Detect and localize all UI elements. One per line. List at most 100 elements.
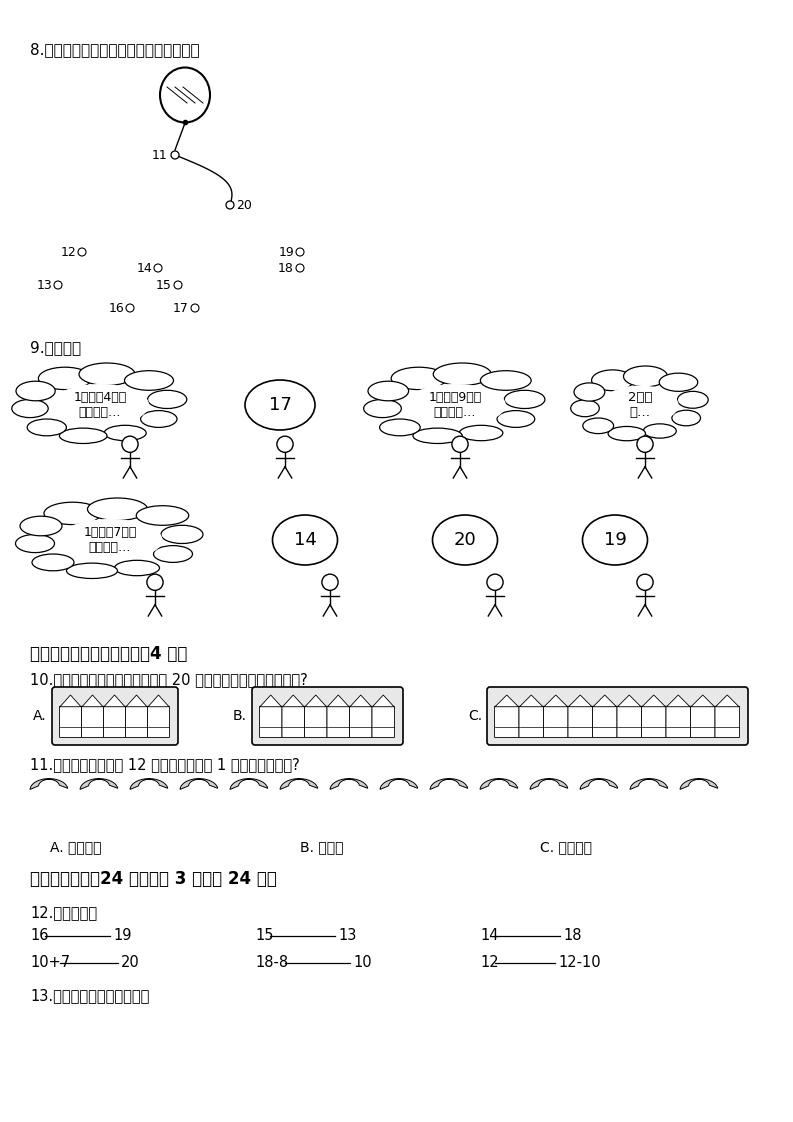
Polygon shape xyxy=(544,695,568,707)
Text: 三、请你选择合适的答案（4 分）: 三、请你选择合适的答案（4 分） xyxy=(30,645,187,663)
Polygon shape xyxy=(430,779,468,790)
FancyBboxPatch shape xyxy=(617,706,642,737)
Circle shape xyxy=(122,436,138,452)
Ellipse shape xyxy=(79,364,135,385)
Text: 17: 17 xyxy=(269,396,292,414)
FancyBboxPatch shape xyxy=(350,706,372,737)
Ellipse shape xyxy=(413,429,462,443)
FancyBboxPatch shape xyxy=(82,706,104,737)
Polygon shape xyxy=(495,695,519,707)
Ellipse shape xyxy=(59,429,107,443)
Ellipse shape xyxy=(147,390,187,408)
Polygon shape xyxy=(580,779,618,790)
Ellipse shape xyxy=(677,392,708,408)
Text: 14: 14 xyxy=(480,928,499,942)
Polygon shape xyxy=(373,695,394,707)
Polygon shape xyxy=(519,695,543,707)
Text: B. 不够分: B. 不够分 xyxy=(300,840,343,854)
Polygon shape xyxy=(350,695,371,707)
Ellipse shape xyxy=(136,506,189,525)
Text: 16: 16 xyxy=(30,928,48,942)
Polygon shape xyxy=(280,779,318,790)
Ellipse shape xyxy=(602,386,679,424)
Polygon shape xyxy=(148,695,169,707)
Ellipse shape xyxy=(504,390,545,408)
Text: 10.小明有两盒一样的蜡笔，一共 20 支。下面哪一种是其中的盒?: 10.小明有两盒一样的蜡笔，一共 20 支。下面哪一种是其中的盒? xyxy=(30,672,308,687)
Polygon shape xyxy=(715,695,739,707)
Text: 12-10: 12-10 xyxy=(558,955,600,971)
Polygon shape xyxy=(569,695,592,707)
Polygon shape xyxy=(130,779,168,790)
Text: 18: 18 xyxy=(278,261,294,275)
Ellipse shape xyxy=(245,380,315,430)
Polygon shape xyxy=(530,779,568,790)
Ellipse shape xyxy=(160,67,210,122)
Text: C.: C. xyxy=(468,709,482,723)
Polygon shape xyxy=(480,779,518,790)
Ellipse shape xyxy=(67,563,117,579)
FancyBboxPatch shape xyxy=(104,706,125,737)
Polygon shape xyxy=(180,779,218,790)
Text: 11: 11 xyxy=(151,148,167,162)
Polygon shape xyxy=(260,695,282,707)
Text: 19: 19 xyxy=(113,928,132,942)
Circle shape xyxy=(296,264,304,272)
FancyBboxPatch shape xyxy=(147,706,170,737)
Ellipse shape xyxy=(44,503,101,525)
Text: 20: 20 xyxy=(236,199,252,212)
Ellipse shape xyxy=(114,560,159,576)
Text: 12.比较大小。: 12.比较大小。 xyxy=(30,905,97,920)
Ellipse shape xyxy=(364,399,401,417)
Circle shape xyxy=(637,574,653,590)
Text: 1个十和9个一
合起来是…: 1个十和9个一 合起来是… xyxy=(428,390,481,419)
Ellipse shape xyxy=(459,425,503,441)
Ellipse shape xyxy=(659,374,698,392)
Ellipse shape xyxy=(400,383,509,427)
Ellipse shape xyxy=(20,516,62,536)
FancyBboxPatch shape xyxy=(372,706,394,737)
Text: 1个十和4个一
合起来是…: 1个十和4个一 合起来是… xyxy=(74,390,127,419)
Circle shape xyxy=(277,436,293,452)
Ellipse shape xyxy=(161,525,203,543)
Circle shape xyxy=(322,574,338,590)
Polygon shape xyxy=(230,779,268,790)
Circle shape xyxy=(126,304,134,312)
Circle shape xyxy=(191,304,199,312)
Text: 17: 17 xyxy=(173,302,189,314)
Ellipse shape xyxy=(574,383,605,401)
Polygon shape xyxy=(82,695,103,707)
FancyBboxPatch shape xyxy=(282,706,305,737)
Text: C. 还有剩余: C. 还有剩余 xyxy=(540,840,592,854)
Polygon shape xyxy=(305,695,327,707)
Circle shape xyxy=(452,436,468,452)
Ellipse shape xyxy=(38,367,92,389)
Text: 14: 14 xyxy=(136,261,152,275)
Text: 14: 14 xyxy=(293,531,316,549)
Text: 四、我会做。（24 分）（共 3 题；共 24 分）: 四、我会做。（24 分）（共 3 题；共 24 分） xyxy=(30,870,277,888)
Polygon shape xyxy=(330,779,368,790)
Ellipse shape xyxy=(497,411,534,427)
FancyBboxPatch shape xyxy=(487,687,748,745)
FancyBboxPatch shape xyxy=(642,706,666,737)
Polygon shape xyxy=(282,695,304,707)
Ellipse shape xyxy=(608,426,646,441)
FancyBboxPatch shape xyxy=(592,706,617,737)
Ellipse shape xyxy=(592,370,634,390)
Text: 13: 13 xyxy=(36,278,52,292)
Polygon shape xyxy=(593,695,616,707)
Text: A. 正好分完: A. 正好分完 xyxy=(50,840,102,854)
Polygon shape xyxy=(328,695,349,707)
Ellipse shape xyxy=(481,370,531,390)
Ellipse shape xyxy=(32,554,74,571)
Ellipse shape xyxy=(583,419,614,433)
FancyBboxPatch shape xyxy=(495,706,519,737)
Ellipse shape xyxy=(599,384,681,426)
Ellipse shape xyxy=(27,419,67,435)
Text: 15: 15 xyxy=(255,928,274,942)
Circle shape xyxy=(154,264,162,272)
FancyBboxPatch shape xyxy=(125,706,147,737)
Text: 12: 12 xyxy=(480,955,499,971)
Ellipse shape xyxy=(104,425,146,441)
Polygon shape xyxy=(691,695,714,707)
Text: 18: 18 xyxy=(563,928,581,942)
